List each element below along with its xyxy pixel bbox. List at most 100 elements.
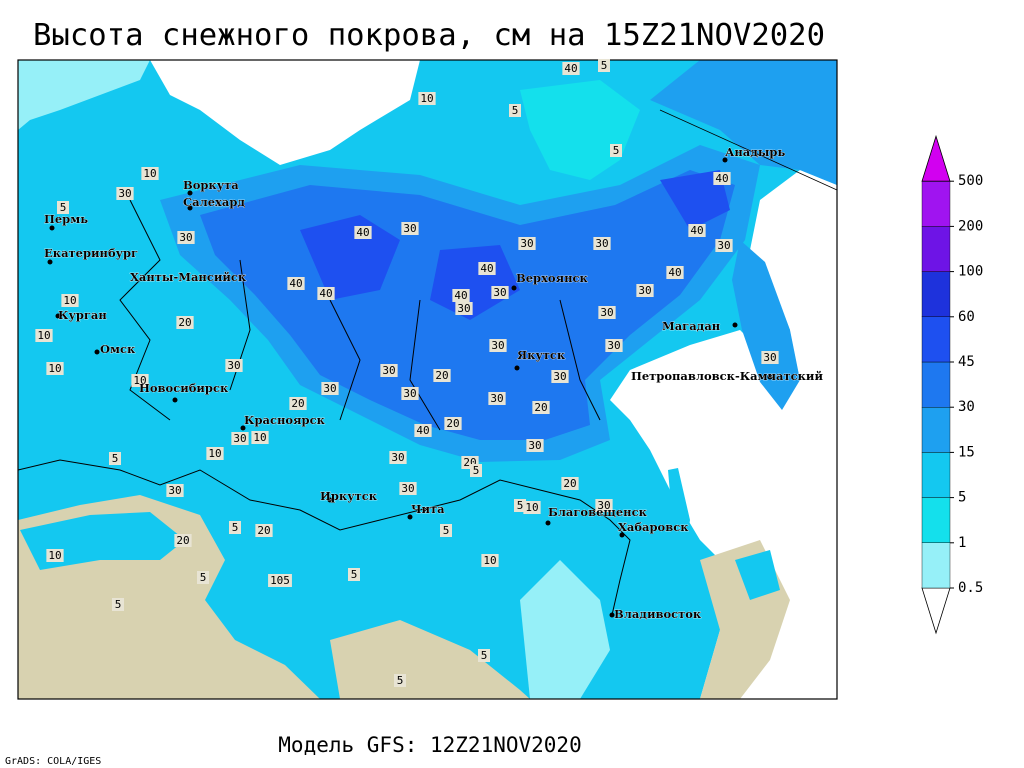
contour-label-box xyxy=(514,499,526,512)
city-label: Екатеринбург xyxy=(44,246,138,260)
city-dot xyxy=(767,374,773,380)
contour-label-box xyxy=(509,104,521,117)
japan-snow xyxy=(735,550,780,600)
map-title: Высота снежного покрова, см на 15Z21NOV2… xyxy=(33,18,825,53)
city-label: Владивосток xyxy=(614,607,702,621)
contour-label-box xyxy=(109,452,121,465)
city-dot xyxy=(619,532,625,538)
colorbar-segment xyxy=(921,407,951,453)
contour-label: 40 xyxy=(319,287,332,300)
contour-label-box xyxy=(688,224,706,237)
contour-label-box xyxy=(112,598,124,611)
city-dot xyxy=(94,349,100,355)
contour-label: 10 xyxy=(48,549,61,562)
contour-label-box xyxy=(166,484,184,497)
contour-label: 20 xyxy=(446,417,459,430)
light-snow xyxy=(520,560,610,699)
city-dot xyxy=(514,365,520,371)
contour-label: 10 xyxy=(253,431,266,444)
contour-label: 5 xyxy=(60,201,67,214)
city-label: Петропавловск-Камчатский xyxy=(631,369,823,383)
colorbar-under xyxy=(921,587,951,635)
colorbar-label: 200 xyxy=(958,218,983,234)
contour-label-box xyxy=(46,549,64,562)
contour-label-box xyxy=(562,62,580,75)
contour-label: 30 xyxy=(717,239,730,252)
colorbar-label: 5 xyxy=(958,490,966,506)
contour-label: 5 xyxy=(473,464,480,477)
colorbar-over xyxy=(921,134,951,182)
contour-label-box xyxy=(131,374,149,387)
colorbar-label: 0.5 xyxy=(958,580,983,596)
colorbar-segment xyxy=(921,316,951,363)
contour-label: 105 xyxy=(270,574,290,587)
meridian xyxy=(659,109,838,191)
contour-label: 30 xyxy=(323,382,336,395)
contour-label: 20 xyxy=(563,477,576,490)
contour-label: 30 xyxy=(457,302,470,315)
city-dot xyxy=(49,225,55,231)
contour-label-box xyxy=(440,524,452,537)
contour-label: 5 xyxy=(512,104,519,117)
city-label: Анадырь xyxy=(725,145,785,159)
contour-label-box xyxy=(518,237,536,250)
contour-label-box xyxy=(452,289,470,302)
city-label: Чита xyxy=(411,502,445,516)
city-label: Салехард xyxy=(183,195,245,209)
contour-label: 30 xyxy=(403,222,416,235)
contour-label-box xyxy=(348,568,360,581)
city-dot xyxy=(240,425,246,431)
contour-label: 20 xyxy=(534,401,547,414)
city-dot xyxy=(511,285,517,291)
model-footer: Модель GFS: 12Z21NOV2020 xyxy=(278,733,581,757)
city-label: Курган xyxy=(58,308,107,322)
city-label: Верхоянск xyxy=(516,271,589,285)
city-dot xyxy=(187,205,193,211)
contour-label: 5 xyxy=(115,598,122,611)
contour-label-box xyxy=(229,521,241,534)
contour-label: 10 xyxy=(208,447,221,460)
contour-label-box xyxy=(394,674,406,687)
contour-label-box xyxy=(177,231,195,244)
colorbar-segment xyxy=(921,452,951,498)
contour-label-box xyxy=(197,571,209,584)
credit: GrADS: COLA/IGES xyxy=(5,756,101,767)
contour-label-box xyxy=(713,172,731,185)
contour-label-box xyxy=(255,524,273,537)
barents-ice xyxy=(18,60,150,130)
contour-label-box xyxy=(289,397,307,410)
colorbar-label: 15 xyxy=(958,444,975,460)
city-label: Омск xyxy=(100,342,136,356)
contour-label-box xyxy=(605,339,623,352)
contour-label-box xyxy=(354,226,372,239)
sakhalin xyxy=(668,468,690,560)
contour-label: 10 xyxy=(483,554,496,567)
contour-label: 5 xyxy=(200,571,207,584)
contour-label: 20 xyxy=(176,534,189,547)
contour-label: 5 xyxy=(232,521,239,534)
contour-label-box xyxy=(46,362,64,375)
contour-label: 40 xyxy=(564,62,577,75)
contour-label-box xyxy=(715,239,733,252)
contour-label-box xyxy=(287,277,305,290)
colorbar-label: 30 xyxy=(958,399,975,415)
contour-label: 30 xyxy=(168,484,181,497)
contour-label-box xyxy=(595,499,613,512)
city-labels: Воркута Салехард Пермь Екатеринбург Ханты-Ма… xyxy=(44,145,824,622)
contour-label: 20 xyxy=(257,524,270,537)
contour-label-box xyxy=(399,482,417,495)
contour-label-box xyxy=(444,417,462,430)
contour-label-box xyxy=(61,294,79,307)
contour-label-box xyxy=(57,201,69,214)
colorbar-segment xyxy=(921,361,951,408)
colorbar-label: 45 xyxy=(958,354,975,370)
contour-label: 5 xyxy=(112,452,119,465)
contour-label-box xyxy=(380,364,398,377)
contour-label: 5 xyxy=(351,568,358,581)
contour-label-box xyxy=(35,329,53,342)
city-dot xyxy=(545,520,551,526)
city-dot xyxy=(47,259,53,265)
